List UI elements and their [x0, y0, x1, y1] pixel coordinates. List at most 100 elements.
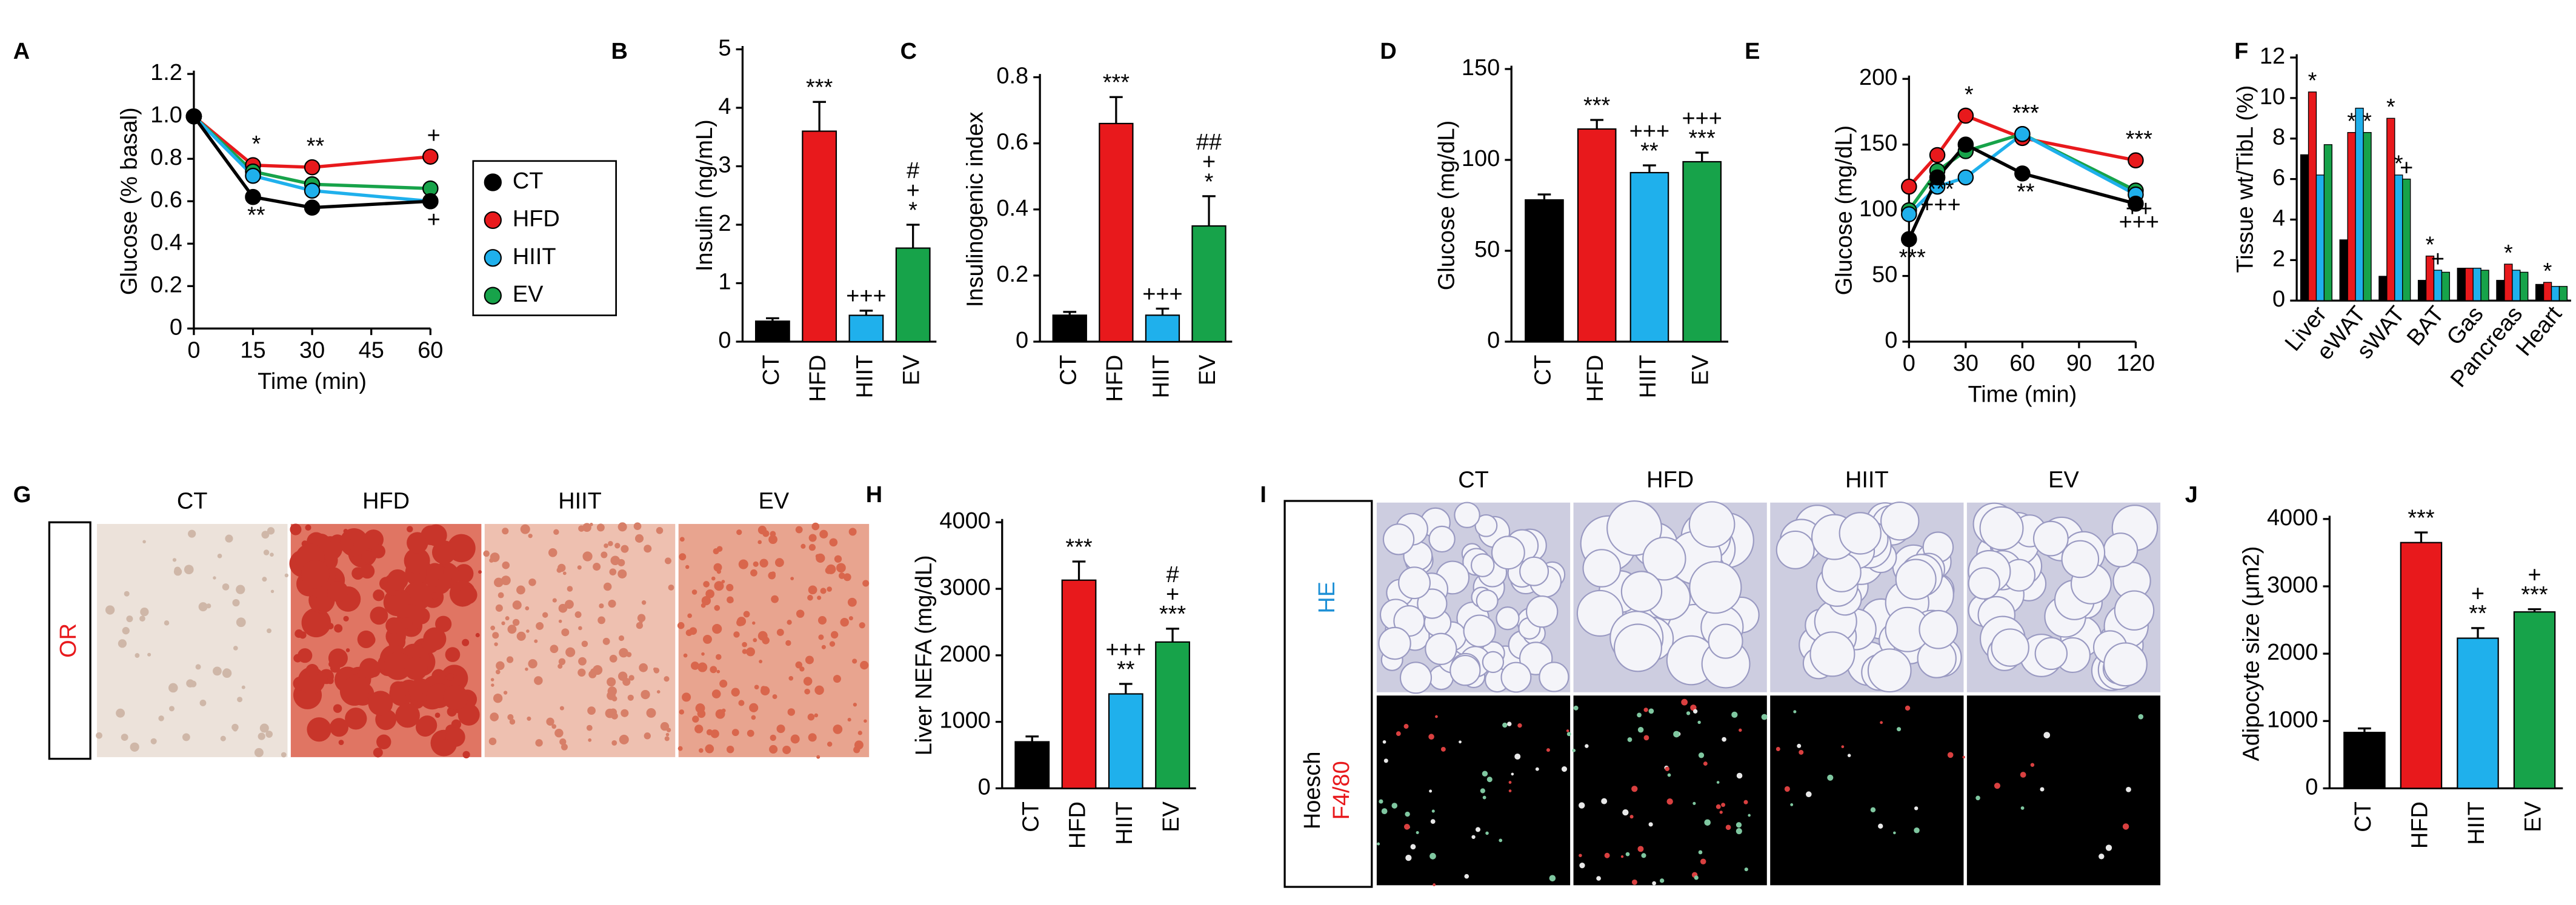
micrograph-texture [1694, 875, 1699, 880]
micrograph-texture [401, 617, 413, 629]
bar [2558, 286, 2568, 301]
micrograph-texture [1485, 831, 1489, 835]
significance-label: *** [2126, 127, 2153, 152]
significance-label: * [2386, 94, 2395, 120]
bar [2520, 271, 2529, 301]
micrograph-texture [462, 638, 470, 646]
micrograph-texture [834, 555, 842, 563]
micrograph-texture [749, 703, 759, 712]
micrograph-texture [807, 594, 813, 601]
y-tick-label: 50 [1872, 262, 1897, 288]
significance-label: * [2394, 151, 2403, 177]
micrograph-texture [664, 676, 670, 682]
significance-label: # [1166, 562, 1179, 588]
micrograph-texture [2032, 520, 2069, 557]
micrograph-texture [795, 661, 802, 669]
micrograph-texture [1514, 753, 1521, 760]
micrograph-texture [1704, 819, 1711, 826]
micrograph-texture [860, 661, 869, 670]
error-bar [1166, 628, 1179, 642]
micrograph-texture [1648, 822, 1653, 827]
micrograph-texture [2040, 787, 2045, 792]
micrograph-texture [172, 558, 177, 562]
x-tick-label: HFD [1065, 801, 1091, 849]
micrograph-texture [660, 721, 670, 731]
micrograph-texture [627, 694, 634, 701]
micrograph-texture [808, 544, 816, 551]
micrograph-texture [1572, 749, 1576, 752]
bar [2417, 280, 2427, 301]
micrograph-texture [760, 686, 767, 691]
micrograph-texture [1425, 632, 1457, 665]
micrograph-texture [1382, 523, 1415, 555]
bar [2394, 174, 2403, 301]
micrograph-texture [122, 627, 130, 635]
micrograph-texture [1721, 803, 1726, 807]
micrograph-texture [2034, 637, 2068, 671]
micrograph-texture [1471, 835, 1476, 839]
micrograph-texture [407, 526, 413, 532]
micrograph-texture [2043, 732, 2051, 738]
bar [1145, 314, 1180, 343]
y-axis-label: Adipocyte size (μm2) [2238, 546, 2264, 761]
error-bar [1695, 151, 1709, 162]
micrograph-texture [1405, 854, 1412, 861]
micrograph-texture [800, 543, 806, 549]
micrograph-texture [488, 737, 497, 746]
micrograph-texture [1642, 537, 1686, 581]
bar [895, 247, 931, 343]
x-tick-label: 45 [359, 337, 384, 363]
micrograph-texture [1979, 506, 2024, 551]
micrograph-texture [699, 748, 704, 753]
micrograph-texture [772, 694, 777, 700]
significance-label: * [2426, 232, 2435, 257]
micrograph-texture [225, 534, 233, 543]
micrograph-texture [290, 523, 302, 535]
micrograph-texture [619, 648, 628, 658]
micrograph-texture [1708, 623, 1743, 659]
micrograph-texture [1517, 723, 1522, 728]
micrograph-texture [714, 581, 724, 591]
data-point [245, 188, 261, 205]
micrograph-texture [590, 523, 593, 526]
significance-label: *** [1583, 93, 1611, 118]
column-label: CT [1458, 467, 1489, 492]
micrograph-texture [371, 544, 385, 559]
panel-letter: I [1260, 482, 1266, 508]
y-tick-label: 0 [1487, 328, 1500, 353]
micrograph-texture [1895, 559, 1937, 600]
x-tick-label: CT [759, 355, 784, 386]
micrograph-texture [656, 690, 661, 694]
data-point [1901, 178, 1917, 195]
micrograph-texture [1637, 727, 1644, 733]
bar [2480, 270, 2489, 301]
micrograph-texture [516, 631, 526, 641]
micrograph-texture [298, 648, 313, 663]
micrograph-texture [373, 748, 383, 758]
micrograph-texture [535, 739, 543, 747]
micrograph-texture [757, 631, 768, 641]
micrograph-texture [1673, 731, 1680, 738]
row-label-box [1283, 500, 1373, 888]
micrograph-texture [195, 664, 201, 670]
micrograph-texture [1643, 735, 1649, 741]
micrograph-texture [754, 685, 759, 690]
micrograph-texture [298, 666, 325, 694]
micrograph-texture [493, 694, 503, 703]
micrograph-texture [1739, 728, 1742, 732]
micrograph-texture [2020, 772, 2026, 778]
bar [2378, 276, 2388, 301]
micrograph-texture [759, 559, 768, 568]
micrograph-texture [557, 563, 566, 572]
micrograph-texture [220, 735, 226, 741]
micrograph-texture [679, 553, 687, 561]
data-point [304, 159, 321, 176]
y-tick-label: 100 [1462, 146, 1500, 171]
micrograph-texture [862, 580, 870, 587]
micrograph-texture [1396, 731, 1401, 737]
y-axis-label: Insulin (ng/mL) [692, 119, 717, 271]
micrograph-texture [736, 529, 742, 535]
micrograph-texture [759, 660, 763, 664]
micrograph-texture [254, 748, 264, 757]
micrograph-texture [351, 668, 358, 675]
